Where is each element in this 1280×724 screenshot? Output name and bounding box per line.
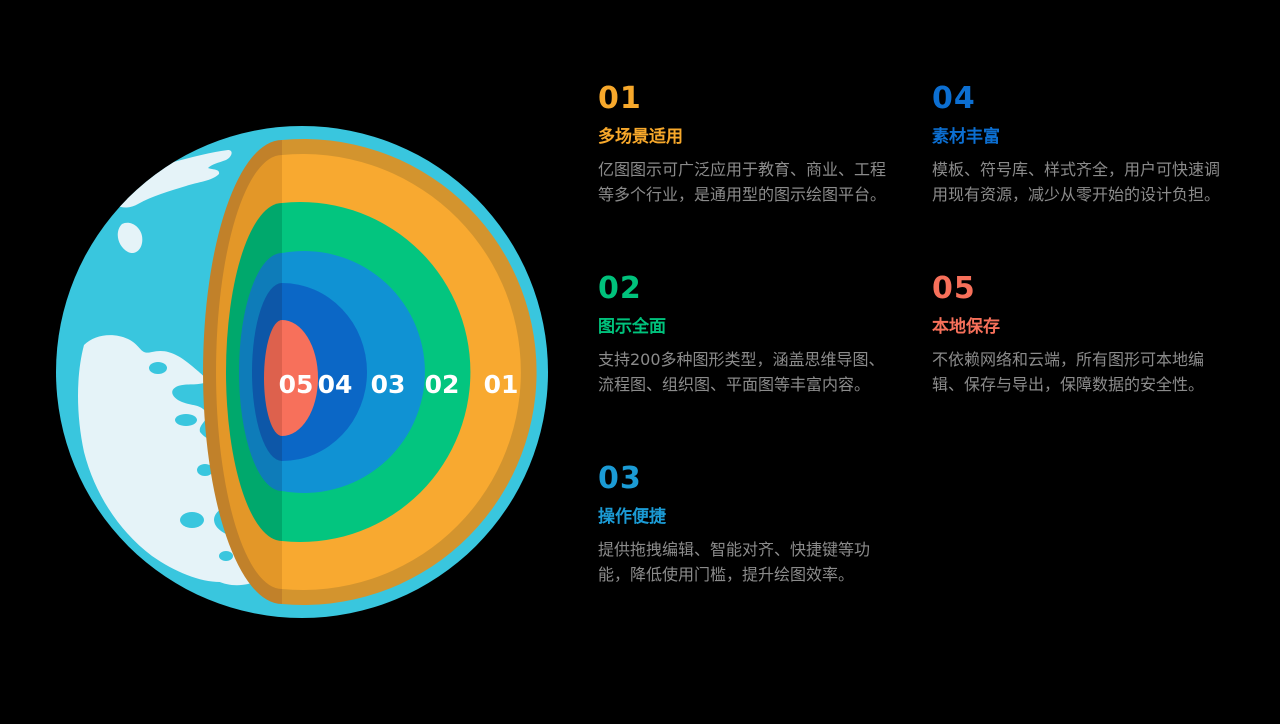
- landmass-north: [112, 150, 232, 208]
- layer-label-03: 03: [371, 370, 406, 399]
- feature-section-01: 01 多场景适用 亿图图示可广泛应用于教育、商业、工程 等多个行业，是通用型的图…: [598, 84, 938, 207]
- feature-section-03: 03 操作便捷 提供拖拽编辑、智能对齐、快捷键等功 能，降低使用门槛，提升绘图效…: [598, 464, 938, 587]
- section-title: 操作便捷: [598, 507, 666, 527]
- section-number: 04: [932, 81, 976, 116]
- section-body: 亿图图示可广泛应用于教育、商业、工程 等多个行业，是通用型的图示绘图平台。: [598, 160, 887, 204]
- land-inlets: [149, 362, 233, 561]
- landmass-west: [78, 335, 257, 582]
- landmasses: [78, 150, 262, 586]
- section-title: 素材丰富: [932, 127, 1000, 147]
- section-body: 不依赖网络和云端，所有图形可本地编 辑、保存与导出，保障数据的安全性。: [932, 350, 1205, 394]
- layer-label-01: 01: [484, 370, 519, 399]
- section-number: 01: [598, 81, 642, 116]
- section-body: 提供拖拽编辑、智能对齐、快捷键等功 能，降低使用门槛，提升绘图效率。: [598, 540, 871, 584]
- section-body: 支持200多种图形类型，涵盖思维导图、 流程图、组织图、平面图等丰富内容。: [598, 350, 885, 394]
- section-title: 本地保存: [932, 317, 1000, 337]
- layer-05-face-right: [282, 320, 318, 436]
- layer-05-face-left: [264, 320, 282, 436]
- section-number: 03: [598, 461, 642, 496]
- layer-label-04: 04: [318, 370, 353, 399]
- layer-label-05: 05: [279, 370, 314, 399]
- section-number: 02: [598, 271, 642, 306]
- section-title: 图示全面: [598, 317, 666, 337]
- earth-cutaway-svg: 05 04 03 02 01: [56, 126, 548, 618]
- section-title: 多场景适用: [598, 127, 683, 147]
- feature-section-04: 04 素材丰富 模板、符号库、样式齐全，用户可快速调 用现有资源，减少从零开始的…: [932, 84, 1272, 207]
- feature-section-05: 05 本地保存 不依赖网络和云端，所有图形可本地编 辑、保存与导出，保障数据的安…: [932, 274, 1272, 397]
- feature-section-02: 02 图示全面 支持200多种图形类型，涵盖思维导图、 流程图、组织图、平面图等…: [598, 274, 938, 397]
- section-body: 模板、符号库、样式齐全，用户可快速调 用现有资源，减少从零开始的设计负担。: [932, 160, 1221, 204]
- landmass-island-small: [117, 222, 143, 254]
- layer-label-02: 02: [425, 370, 460, 399]
- section-number: 05: [932, 271, 976, 306]
- earth-cutaway-illustration: 05 04 03 02 01: [0, 0, 640, 720]
